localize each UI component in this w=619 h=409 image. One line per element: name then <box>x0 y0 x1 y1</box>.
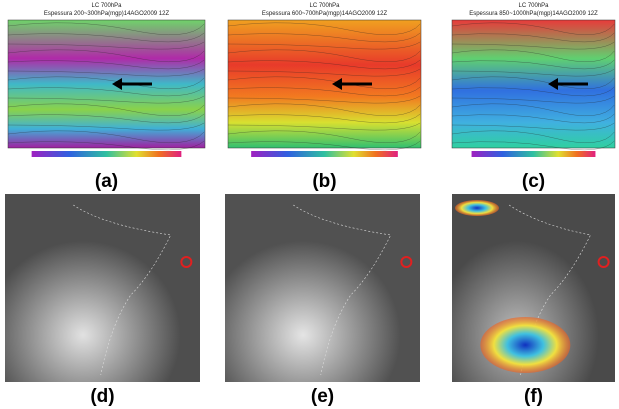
streamline <box>7 113 205 124</box>
marker <box>400 256 413 268</box>
cloud-field <box>5 194 200 382</box>
streamline <box>227 140 421 151</box>
colorbar <box>251 151 398 157</box>
panel-label: (c) <box>522 171 545 192</box>
streamline <box>7 68 205 77</box>
panel-label: (a) <box>95 171 118 192</box>
streamline <box>7 86 205 97</box>
streamline <box>227 68 421 77</box>
streamline <box>451 59 615 70</box>
arrow-head <box>112 78 122 90</box>
streamline <box>227 49 421 62</box>
streamline <box>451 22 615 35</box>
streamline <box>7 130 205 143</box>
streamline <box>227 22 421 35</box>
storm <box>480 317 571 373</box>
map <box>7 19 206 149</box>
streamline <box>7 59 205 70</box>
colorbar <box>471 151 596 157</box>
panel-label: (f) <box>524 386 543 407</box>
storm <box>455 200 499 216</box>
panel-title: LC 700hPa <box>518 3 549 9</box>
streamline <box>451 113 615 124</box>
streamline <box>7 122 205 131</box>
streamline <box>7 41 205 50</box>
streamline <box>227 130 421 143</box>
streamline <box>7 95 205 104</box>
streamline <box>7 32 205 43</box>
panel-label: (d) <box>90 386 114 407</box>
streamline <box>227 95 421 104</box>
map <box>451 19 616 149</box>
panel-label: (b) <box>312 171 336 192</box>
streamline <box>7 140 205 151</box>
streamline <box>451 130 615 143</box>
arrow-head <box>548 78 558 90</box>
arrow-head <box>332 78 342 90</box>
streamline <box>227 122 421 131</box>
streamline <box>227 103 421 116</box>
streamline <box>227 59 421 70</box>
panel-subtitle: Espessura 850~1000hPa(mgp)14AGO2009 12Z <box>469 11 598 17</box>
streamline <box>7 103 205 116</box>
streamline <box>451 41 615 50</box>
streamline <box>227 32 421 43</box>
streamline <box>227 113 421 124</box>
streamline <box>451 68 615 77</box>
streamline <box>451 122 615 131</box>
streamline <box>451 49 615 62</box>
streamline <box>451 140 615 151</box>
cloud-field <box>225 194 420 382</box>
panel-subtitle: Espessura 200~300hPa(mgp)14AGO2009 12Z <box>44 11 170 17</box>
streamline <box>7 22 205 35</box>
streamline <box>451 103 615 116</box>
panel-title: LC 700hPa <box>91 3 122 9</box>
streamline <box>451 86 615 97</box>
marker <box>180 256 193 268</box>
streamline <box>7 49 205 62</box>
panel-subtitle: Espessura 600~700hPa(mgp)14AGO2009 12Z <box>262 11 388 17</box>
panel-title: LC 700hPa <box>309 3 340 9</box>
streamline <box>227 86 421 97</box>
streamline <box>227 41 421 50</box>
map <box>227 19 422 149</box>
marker <box>597 256 610 268</box>
colorbar <box>31 151 182 157</box>
streamline <box>451 95 615 104</box>
streamline <box>451 32 615 43</box>
panel-label: (e) <box>311 386 334 407</box>
